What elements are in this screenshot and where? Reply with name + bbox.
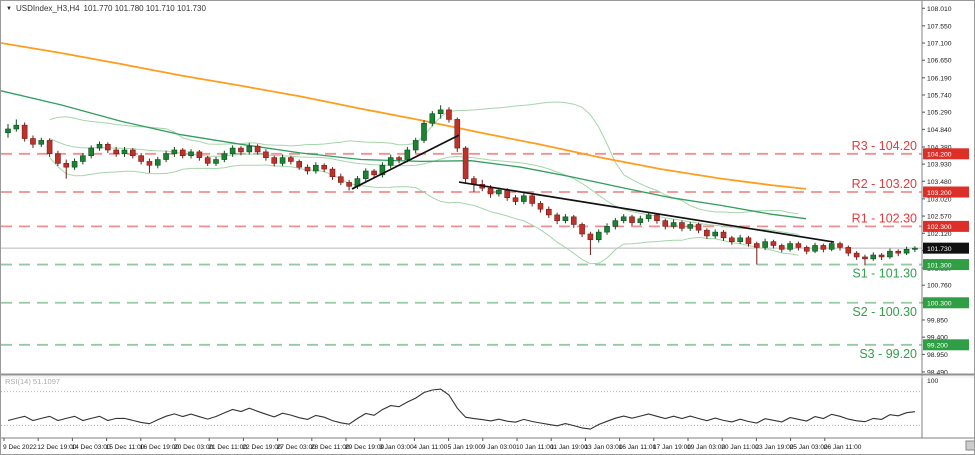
time-tick-label: 23 Jan 19:00 bbox=[755, 444, 793, 451]
time-tick-label: 26 Jan 11:00 bbox=[824, 444, 862, 451]
time-tick-label: 16 Jan 11:00 bbox=[619, 444, 657, 451]
support-price-tag bbox=[923, 297, 969, 309]
price-tick-label: 106.190 bbox=[927, 75, 952, 82]
time-tick-label: 22 Dec 19:00 bbox=[242, 444, 282, 451]
time-tick-label: 4 Jan 11:00 bbox=[413, 444, 447, 451]
support-price-tag-value: 101.300 bbox=[927, 262, 952, 269]
support-resistance-levels: R3 - 104.20 R2 - 103.20 R1 - 102.30 S1 - 10… bbox=[1, 139, 922, 361]
time-tick-label: 28 Dec 11:00 bbox=[311, 444, 350, 451]
resistance-label-R2: R2 - 103.20 bbox=[852, 177, 917, 191]
time-tick-label: 29 Dec 19:00 bbox=[345, 444, 385, 451]
time-tick-label: 11 Jan 19:00 bbox=[550, 444, 588, 451]
time-tick-label: 27 Dec 03:00 bbox=[277, 444, 317, 451]
time-tick-label: 12 Dec 19:00 bbox=[37, 444, 77, 451]
price-tick-label: 98.950 bbox=[927, 352, 948, 359]
rsi-subwindow[interactable]: 100 bbox=[1, 378, 939, 430]
time-tick-label: 16 Dec 19:00 bbox=[140, 444, 180, 451]
chart-dropdown-icon[interactable]: ▼ bbox=[6, 5, 12, 12]
orange-ma-line bbox=[1, 42, 807, 190]
ohlc-readout: 101.770 101.780 101.710 101.730 bbox=[83, 4, 206, 13]
resistance-price-tag-value: 103.200 bbox=[927, 190, 952, 197]
price-tick-label: 105.740 bbox=[927, 92, 952, 99]
price-tick-label: 102.570 bbox=[927, 214, 952, 221]
resize-grip[interactable] bbox=[965, 440, 975, 451]
time-tick-label: 14 Dec 03:00 bbox=[71, 444, 111, 451]
price-axis[interactable]: 108.010 107.550 107.100 106.650 106.190 105.7… bbox=[921, 1, 969, 438]
price-tick-label: 104.380 bbox=[927, 144, 952, 151]
green-ma-line bbox=[1, 90, 807, 220]
resistance-price-tag bbox=[923, 148, 969, 160]
price-tick-label: 100.760 bbox=[927, 283, 952, 290]
resistance-label-R3: R3 - 104.20 bbox=[852, 139, 917, 153]
price-tick-label: 105.290 bbox=[927, 110, 952, 117]
price-tick-label: 99.850 bbox=[927, 317, 948, 324]
time-tick-label: 3 Jan 03:00 bbox=[379, 444, 414, 451]
support-label-S1: S1 - 101.30 bbox=[852, 267, 917, 281]
support-price-tag bbox=[923, 339, 969, 351]
trendline-descending[interactable] bbox=[458, 181, 835, 243]
price-tick-label: 103.480 bbox=[927, 179, 952, 186]
resistance-price-tag bbox=[923, 220, 969, 232]
price-tick-label: 103.020 bbox=[927, 196, 952, 203]
price-tick-label: 104.840 bbox=[927, 127, 952, 134]
time-tick-label: 20 Dec 03:00 bbox=[174, 444, 214, 451]
time-tick-label: 19 Jan 03:00 bbox=[687, 444, 725, 451]
time-tick-label: 21 Dec 11:00 bbox=[208, 444, 247, 451]
price-tick-label: 107.550 bbox=[927, 23, 952, 30]
rsi-indicator-label: RSI(14) 51.1097 bbox=[5, 377, 61, 386]
current-price-tag bbox=[923, 242, 969, 254]
price-tick-label: 107.100 bbox=[927, 41, 952, 48]
time-tick-label: 15 Dec 11:00 bbox=[106, 444, 145, 451]
price-tick-label: 103.930 bbox=[927, 162, 952, 169]
rsi-line bbox=[7, 388, 915, 430]
resistance-price-tag-value: 102.300 bbox=[927, 224, 952, 231]
price-tick-label: 98.490 bbox=[927, 369, 948, 376]
resistance-price-tag-value: 104.200 bbox=[927, 152, 952, 159]
time-tick-label: 9 Dec 2022 bbox=[3, 444, 37, 451]
support-price-tag bbox=[923, 259, 969, 271]
trendline-ascending[interactable] bbox=[351, 134, 460, 190]
current-price-tag-value: 101.730 bbox=[927, 246, 952, 253]
price-tick-label: 108.010 bbox=[927, 6, 952, 13]
support-label-S2: S2 - 100.30 bbox=[852, 305, 917, 319]
time-tick-label: 5 Jan 19:00 bbox=[448, 444, 483, 451]
time-tick-label: 25 Jan 03:00 bbox=[790, 444, 828, 451]
chart-title-bar: ▼ USDIndex_H3,H4 101.770 101.780 101.710… bbox=[6, 4, 206, 13]
price-tick-label: 102.120 bbox=[927, 231, 952, 238]
support-price-tag-value: 100.300 bbox=[927, 301, 952, 308]
price-tick-label: 106.650 bbox=[927, 58, 952, 65]
time-tick-label: 10 Jan 11:00 bbox=[516, 444, 554, 451]
time-tick-label: 17 Jan 19:00 bbox=[653, 444, 691, 451]
candlestick-series bbox=[5, 105, 918, 266]
time-tick-label: 13 Jan 03:00 bbox=[584, 444, 622, 451]
rsi-scale-label: 100 bbox=[927, 378, 939, 385]
symbol-period-label: USDIndex_H3,H4 bbox=[15, 4, 80, 13]
support-label-S3: S3 - 99.20 bbox=[859, 347, 917, 361]
resistance-label-R1: R1 - 102.30 bbox=[852, 211, 917, 225]
price-tick-label: 99.400 bbox=[927, 335, 948, 342]
time-tick-label: 20 Jan 11:00 bbox=[721, 444, 759, 451]
resistance-price-tag bbox=[923, 186, 969, 198]
support-price-tag-value: 99.200 bbox=[927, 343, 948, 350]
time-tick-label: 9 Jan 03:00 bbox=[482, 444, 517, 451]
